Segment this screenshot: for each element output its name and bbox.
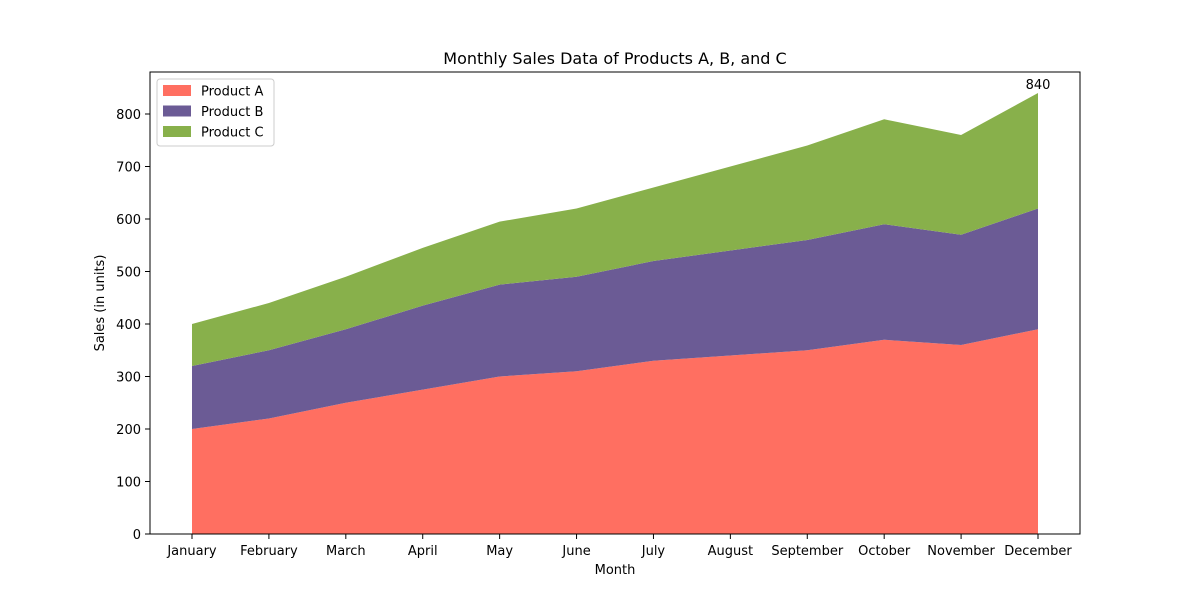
- y-axis-label: Sales (in units): [93, 255, 108, 352]
- y-tick-label: 400: [116, 318, 141, 333]
- x-tick-label: July: [641, 544, 666, 559]
- y-tick-label: 300: [116, 371, 141, 386]
- x-tick-label: December: [1004, 544, 1072, 559]
- y-tick-label: 100: [116, 476, 141, 491]
- chart-title: Monthly Sales Data of Products A, B, and…: [443, 49, 786, 68]
- legend-label-product-b: Product B: [201, 105, 263, 120]
- annotations: 840: [1026, 78, 1051, 93]
- x-tick-label: September: [771, 544, 844, 559]
- legend-swatch-product-b: [163, 105, 191, 117]
- y-tick-label: 700: [116, 161, 141, 176]
- stacked-areas: [192, 93, 1038, 534]
- y-tick-label: 0: [133, 528, 141, 543]
- y-tick-label: 500: [116, 266, 141, 281]
- x-tick-label: November: [927, 544, 995, 559]
- x-tick-label: August: [708, 544, 754, 559]
- x-axis: January February March April May June July Augu…: [166, 534, 1072, 559]
- area-product-a: [192, 329, 1038, 534]
- area-product-c: [192, 93, 1038, 366]
- area-product-b: [192, 208, 1038, 429]
- legend-swatch-product-c: [163, 126, 191, 137]
- y-tick-label: 800: [116, 108, 141, 123]
- data-label: 840: [1026, 78, 1051, 93]
- y-axis: 0 100 200 300 400 500 600 700 800: [116, 108, 150, 543]
- x-tick-label: May: [486, 544, 513, 559]
- legend-label-product-c: Product C: [201, 126, 264, 141]
- plot-frame: [149, 71, 1081, 535]
- x-axis-label: Month: [595, 563, 636, 578]
- x-tick-label: June: [561, 544, 590, 559]
- y-tick-label: 200: [116, 423, 141, 438]
- x-tick-label: February: [240, 544, 298, 559]
- x-tick-label: March: [326, 544, 366, 559]
- x-tick-label: April: [408, 544, 438, 559]
- legend-label-product-a: Product A: [201, 85, 263, 100]
- x-tick-label: January: [166, 544, 217, 559]
- y-tick-label: 600: [116, 213, 141, 228]
- legend: Product A Product B Product C: [156, 78, 275, 147]
- legend-swatch-product-a: [163, 85, 191, 96]
- x-tick-label: October: [858, 544, 911, 559]
